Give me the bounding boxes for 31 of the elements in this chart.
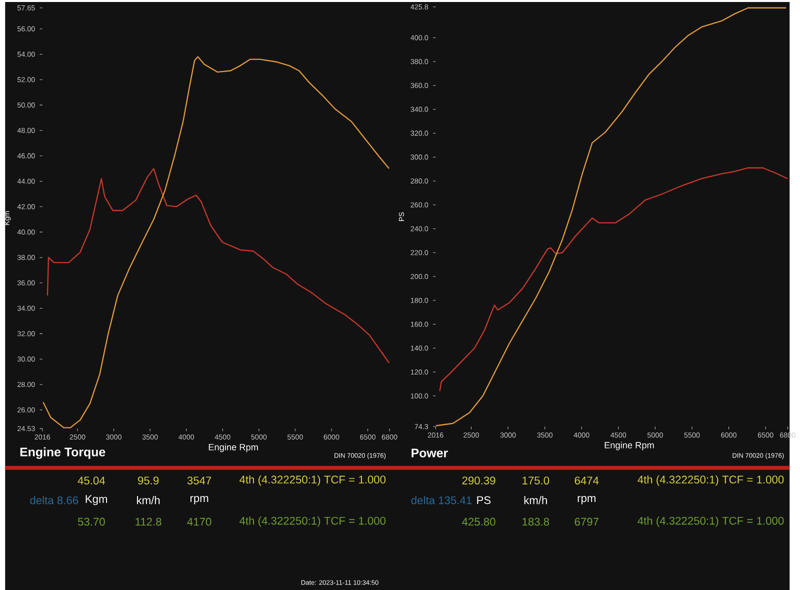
text: 425.80 bbox=[462, 518, 496, 526]
text: 175.0 bbox=[522, 476, 550, 484]
text: km/h bbox=[137, 496, 160, 504]
text: 112.8 bbox=[136, 518, 162, 526]
text: 4th (4.322250:1) TCF = 1.000 bbox=[240, 475, 386, 486]
text: 45.04 bbox=[78, 476, 106, 484]
text: rpm bbox=[578, 496, 596, 504]
text: Kgm bbox=[86, 494, 108, 505]
text: delta 135.41 bbox=[411, 496, 472, 504]
x-axis-title: Engine Rpm bbox=[604, 442, 654, 450]
text: 4th (4.322250:1) TCF = 1.000 bbox=[638, 516, 784, 527]
text: PS bbox=[477, 496, 491, 504]
text: Engine Torque bbox=[20, 447, 106, 459]
text: 3547 bbox=[187, 476, 212, 484]
text: 290.39 bbox=[462, 476, 496, 484]
text: 183.8 bbox=[522, 518, 550, 526]
line-series bbox=[46, 168, 390, 364]
line-series bbox=[42, 56, 390, 428]
text: 95.9 bbox=[138, 476, 159, 484]
text: delta 8.66 bbox=[30, 496, 78, 504]
text: Power bbox=[412, 448, 448, 458]
text: rpm bbox=[190, 496, 208, 504]
x-axis-title: Engine Rpm bbox=[208, 443, 258, 452]
text: 53.70 bbox=[78, 518, 105, 526]
text: 6797 bbox=[574, 518, 598, 526]
text: 4th (4.322250:1) TCF = 1.000 bbox=[638, 475, 784, 486]
text: 4170 bbox=[187, 518, 212, 526]
text: 4th (4.322250:1) TCF = 1.000 bbox=[240, 516, 386, 527]
text: km/h bbox=[524, 496, 547, 504]
line-series bbox=[439, 167, 788, 392]
text: 6474 bbox=[574, 476, 599, 484]
